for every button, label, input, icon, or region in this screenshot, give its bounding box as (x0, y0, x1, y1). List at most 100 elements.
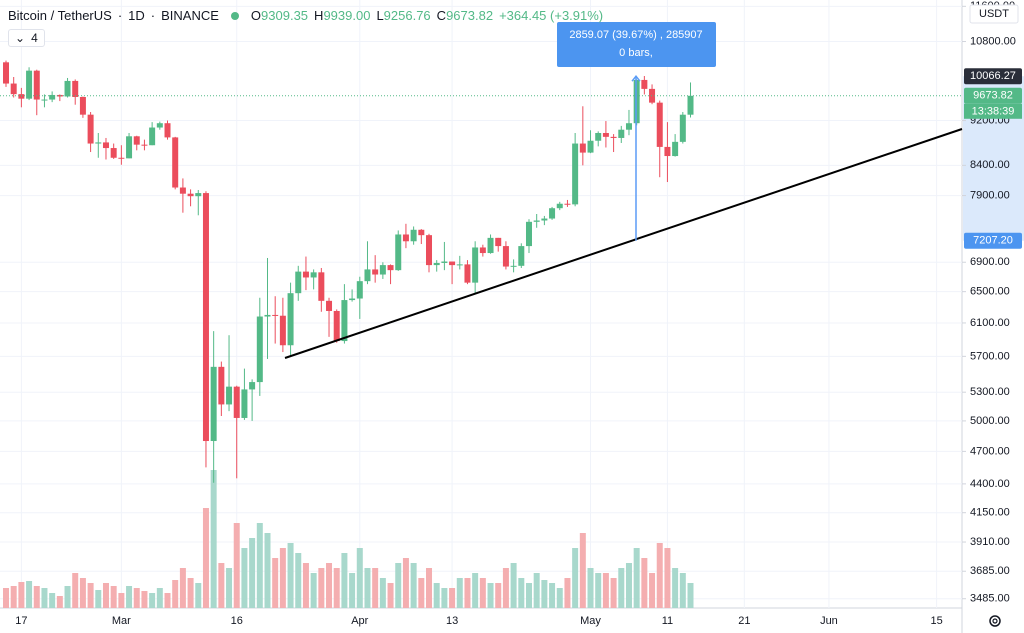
volume-bar (502, 568, 509, 608)
axes: 11600.0010800.009200.008400.007900.00690… (15, 0, 1022, 627)
volume-bar (610, 578, 617, 608)
volume-bar (579, 533, 586, 608)
volume-bar (456, 578, 463, 608)
volume-bar (472, 573, 479, 608)
legend: Bitcoin / TetherUS · 1D · BINANCE O9309.35… (8, 8, 603, 23)
indicator-toggle[interactable]: ⌄ 4 (8, 29, 45, 47)
ohlc-item: L9256.76 (376, 8, 430, 23)
y-tick-label: 4400.00 (970, 478, 1010, 490)
symbol: Bitcoin / TetherUS (8, 8, 112, 23)
candle-body (10, 83, 17, 95)
candle-body (302, 271, 309, 278)
last-price-tag-box (964, 87, 1022, 104)
y-tick-label: 5300.00 (970, 386, 1010, 398)
volume-bar (41, 588, 48, 608)
candle-body (149, 127, 156, 146)
volume-bar (341, 553, 348, 608)
candle-body (249, 382, 256, 390)
volume-bar (133, 588, 140, 608)
volume-bar (295, 553, 302, 608)
candle-body (133, 136, 140, 145)
measure-box (557, 22, 716, 67)
volume-bar (233, 523, 240, 608)
candle-body (610, 136, 617, 138)
candle-body (79, 96, 86, 115)
candle-body (595, 132, 602, 141)
candle-body (41, 99, 48, 101)
volume-bar (226, 568, 233, 608)
sep: · (150, 8, 156, 23)
volume-bar (218, 563, 225, 608)
y-tick-label: 10800.00 (970, 35, 1016, 47)
y-tick-label: 5700.00 (970, 350, 1010, 362)
candle-body (587, 140, 594, 153)
candle-body (102, 142, 109, 149)
volume-bar (541, 580, 548, 608)
volume-bar (33, 586, 40, 608)
x-tick-label: 11 (662, 615, 673, 627)
candle-body (449, 261, 456, 266)
candle-body (641, 79, 648, 89)
volume-bar (464, 578, 471, 608)
overlays: 2859.07 (39.67%) , 285907 0 bars, (0, 22, 1024, 241)
candle-body (572, 143, 579, 205)
volume-bar (379, 578, 386, 608)
ohlc-key: L (376, 8, 384, 23)
volume-bar (210, 470, 217, 608)
volume-bar (164, 593, 171, 608)
volume-bar (656, 543, 663, 608)
candle-body (479, 247, 486, 254)
candle-body (172, 137, 179, 188)
grid (0, 0, 962, 608)
candle-body (179, 187, 186, 194)
candle-body (218, 366, 225, 405)
volume-bar (56, 596, 63, 608)
volume-bar (372, 568, 379, 608)
measure-bottom-tag: 7207.20 (973, 235, 1013, 247)
candle-body (533, 220, 540, 222)
candle-body (456, 264, 463, 266)
volume-bar (664, 548, 671, 608)
ohlc-item: C9673.82 (437, 8, 493, 23)
candle-body (472, 247, 479, 283)
volume-bar (649, 573, 656, 608)
candle-body (87, 114, 94, 144)
volume-bar (549, 583, 556, 608)
volume-bar (525, 583, 532, 608)
volume-bar (587, 568, 594, 608)
volume-bar (264, 533, 271, 608)
volume-bar (126, 586, 133, 608)
x-tick-label: 21 (738, 615, 750, 627)
volume-bar (256, 523, 263, 608)
volume-bar (433, 583, 440, 608)
candle-body (118, 157, 125, 159)
candle-body (433, 262, 440, 266)
ohlc-key: C (436, 8, 447, 23)
volume-bar (495, 583, 502, 608)
ohlc-value: 9309.35 (261, 8, 309, 23)
measure-text: 0 bars, (619, 47, 653, 59)
volume-bar (533, 573, 540, 608)
volume-bar (395, 563, 402, 608)
last-price-tag: 9673.82 (973, 90, 1013, 102)
volume-bar (49, 593, 56, 608)
candle-body (364, 269, 371, 282)
candle-body (502, 246, 509, 267)
candle-body (487, 237, 494, 254)
x-tick-label: 16 (231, 615, 243, 627)
candle-body (49, 94, 56, 100)
y-tick-label: 5000.00 (970, 415, 1010, 427)
currency-box[interactable] (969, 4, 1019, 24)
x-tick-label: Jun (820, 615, 838, 627)
candle-body (310, 272, 317, 278)
volume-bar (149, 593, 156, 608)
candle-body (518, 246, 525, 266)
currency: USDT (979, 8, 1009, 20)
volume-bar (595, 573, 602, 608)
volume-bar (279, 548, 286, 608)
interval: 1D (128, 8, 145, 23)
settings-icon[interactable] (989, 615, 1001, 627)
candle-body (272, 314, 279, 316)
countdown: 13:38:39 (972, 106, 1015, 118)
volume-bar (187, 578, 194, 608)
